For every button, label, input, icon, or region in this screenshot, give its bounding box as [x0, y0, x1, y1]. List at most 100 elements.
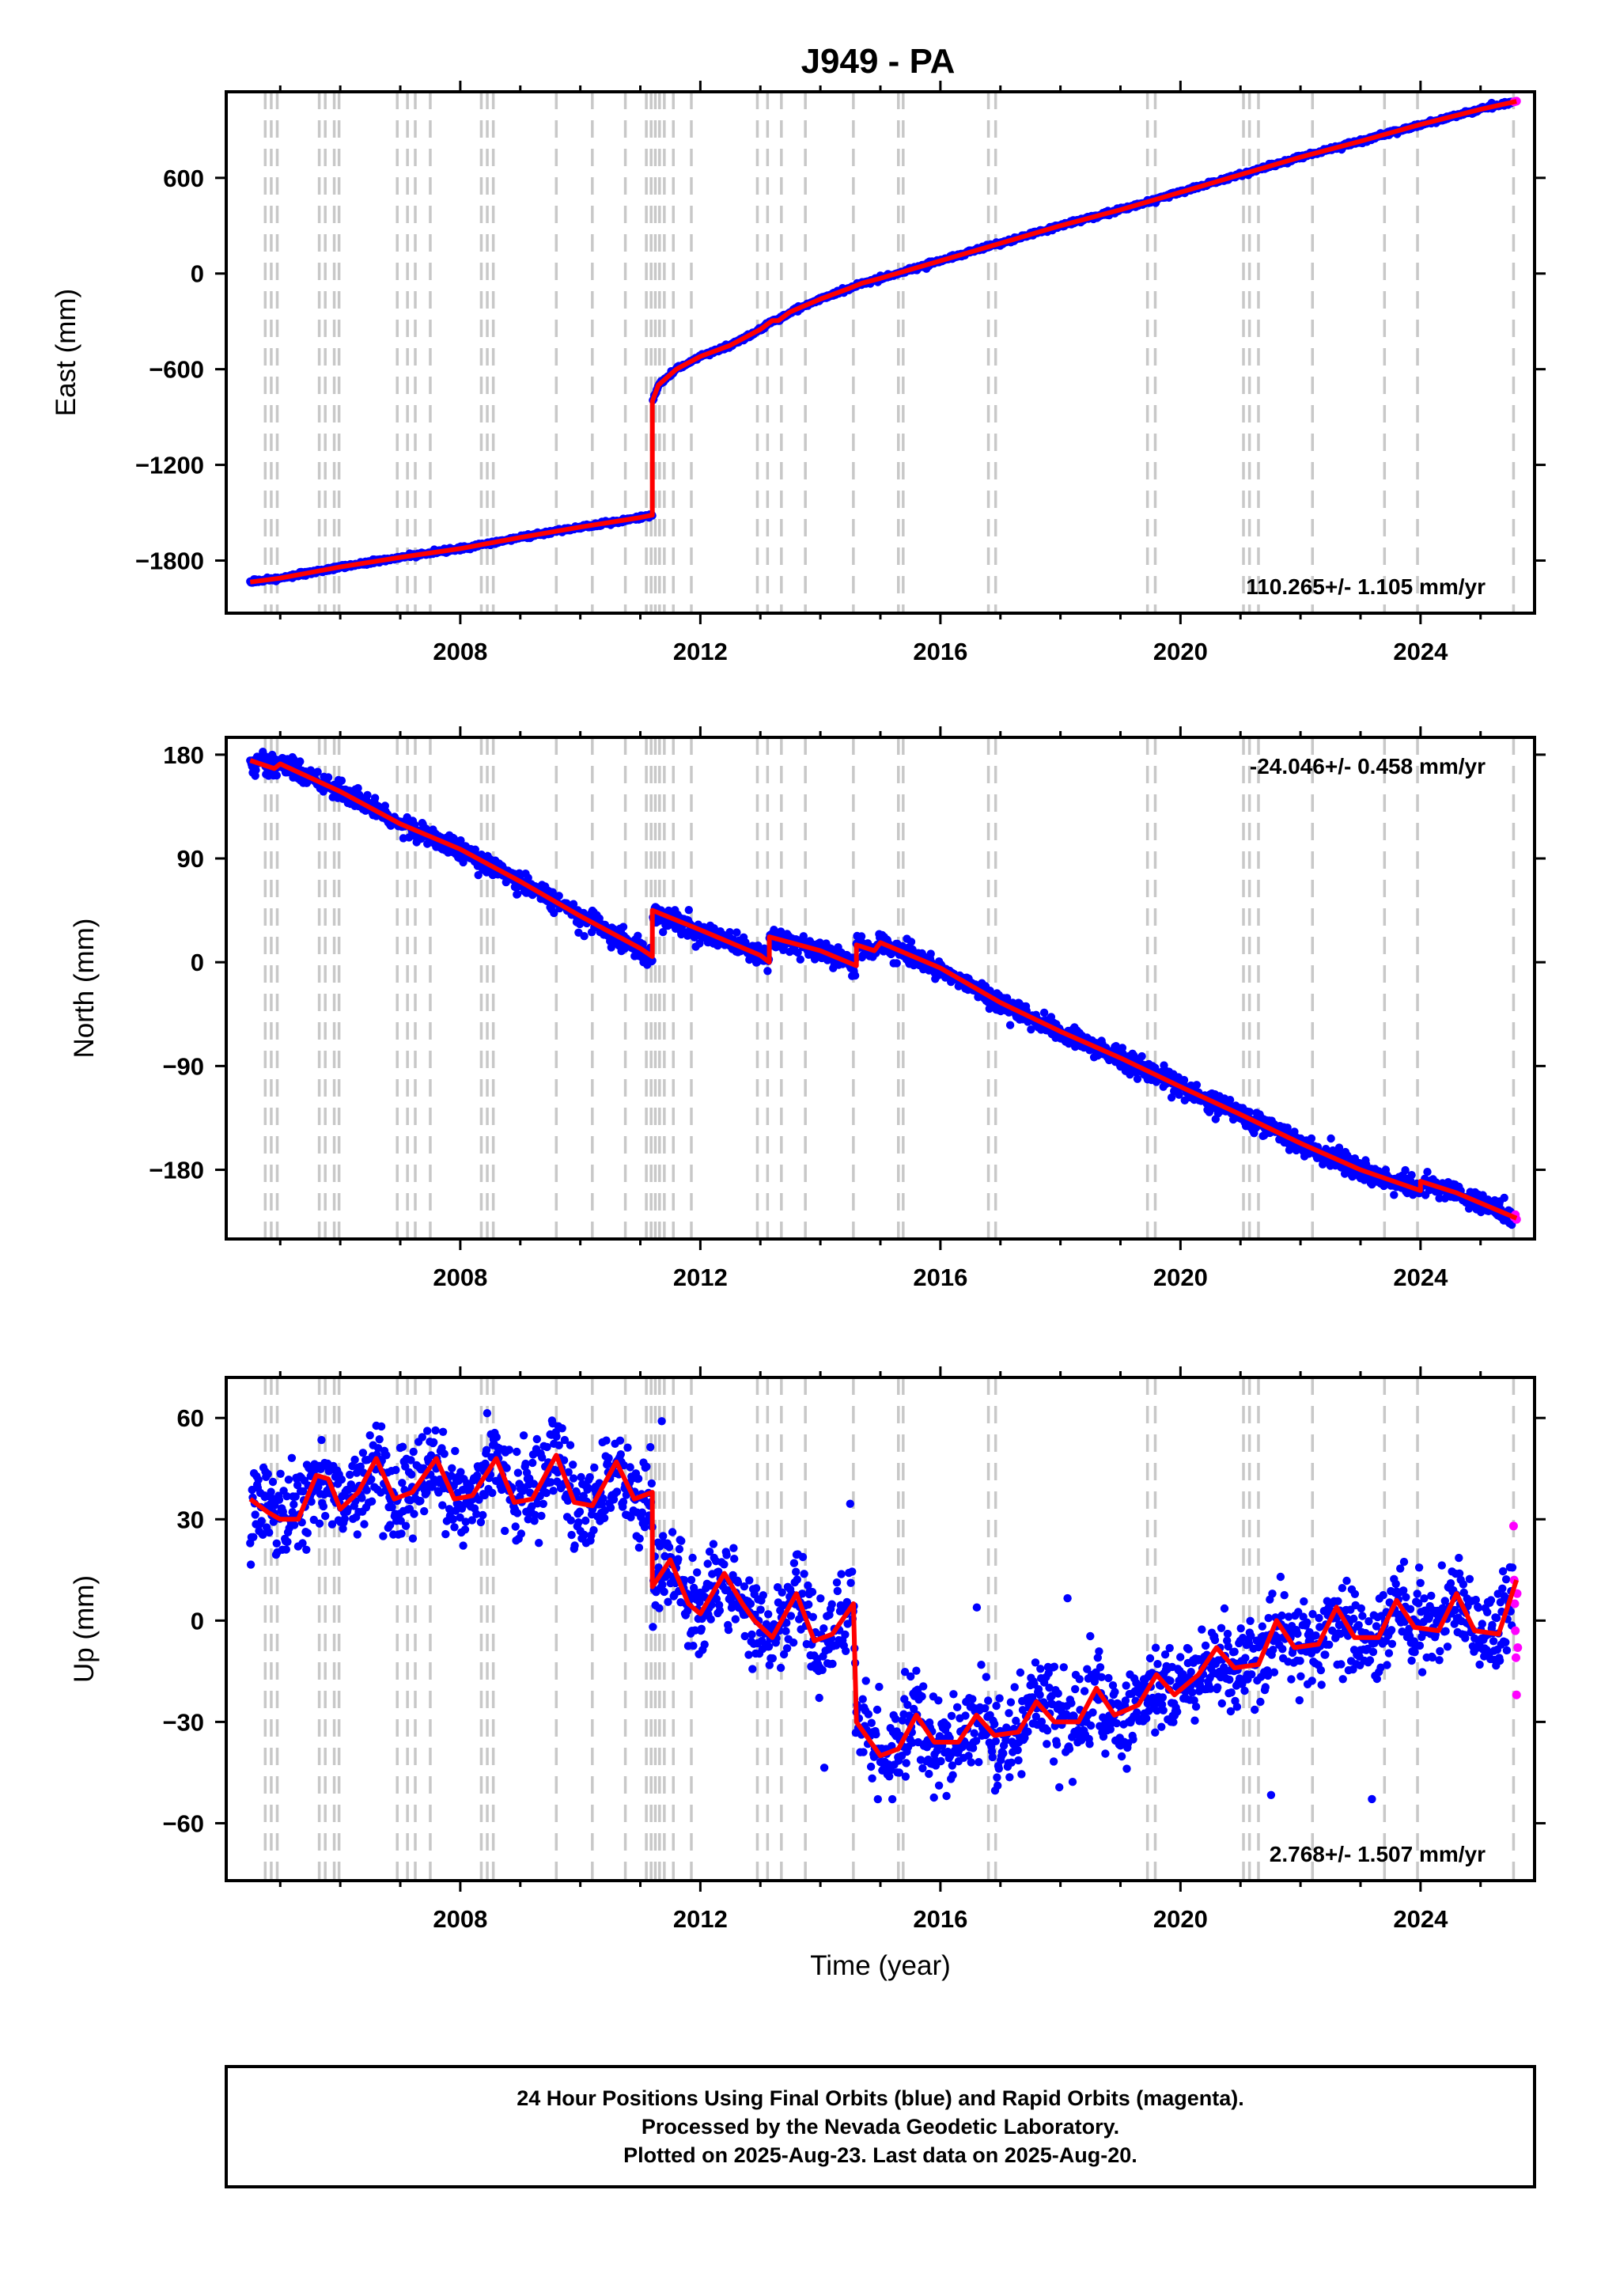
- final-orbit-point: [296, 757, 305, 766]
- final-orbit-point: [521, 1459, 530, 1468]
- final-orbit-point: [409, 1447, 418, 1457]
- final-orbit-point: [272, 1539, 281, 1548]
- final-orbit-point: [664, 1543, 674, 1552]
- final-orbit-point: [246, 1560, 255, 1569]
- final-orbit-point: [635, 1534, 644, 1543]
- final-orbit-point: [687, 1575, 696, 1585]
- final-orbit-point: [447, 1472, 456, 1480]
- final-orbit-point: [475, 1495, 483, 1504]
- final-orbit-point: [584, 1483, 592, 1492]
- final-orbit-point: [607, 943, 615, 952]
- final-orbit-point: [448, 1464, 456, 1473]
- final-orbit-point: [282, 1492, 291, 1501]
- final-orbit-point: [566, 1516, 575, 1525]
- final-orbit-point: [267, 1487, 275, 1496]
- final-orbit-point: [284, 1476, 293, 1484]
- final-orbit-point: [327, 1520, 337, 1529]
- final-orbit-point: [287, 1453, 297, 1463]
- final-orbit-point: [321, 1511, 330, 1521]
- final-orbit-point: [655, 1604, 664, 1612]
- final-orbit-point: [684, 906, 693, 915]
- final-orbit-point: [302, 1545, 311, 1555]
- final-orbit-point: [401, 1521, 411, 1530]
- final-orbit-point: [283, 1537, 292, 1547]
- x-tick-label: 2012: [673, 1264, 728, 1291]
- final-orbit-point: [410, 1510, 418, 1518]
- final-orbit-point: [282, 1545, 290, 1554]
- final-orbit-point: [313, 767, 322, 776]
- final-orbit-point: [480, 1491, 489, 1500]
- final-orbit-point: [461, 1517, 470, 1526]
- final-orbit-point: [519, 1431, 528, 1440]
- final-orbit-point: [254, 1476, 263, 1484]
- final-orbit-point: [604, 1453, 613, 1463]
- final-orbit-point: [276, 1469, 285, 1479]
- final-orbit-point: [340, 1514, 349, 1524]
- final-orbit-point: [626, 1463, 634, 1472]
- final-orbit-point: [422, 1488, 431, 1497]
- y-tick-label: 0: [191, 949, 204, 976]
- final-orbit-point: [606, 1503, 615, 1513]
- final-orbit-point: [793, 948, 802, 957]
- x-tick-label: 2012: [673, 638, 728, 665]
- final-orbit-point: [517, 1529, 526, 1538]
- final-orbit-point: [299, 1487, 308, 1496]
- final-orbit-point: [438, 1501, 447, 1510]
- final-orbit-point: [537, 1511, 546, 1521]
- final-orbit-point: [660, 1587, 668, 1597]
- final-orbit-point: [577, 1472, 585, 1482]
- final-orbit-point: [367, 1475, 376, 1484]
- final-orbit-point: [600, 1514, 609, 1523]
- final-orbit-point: [420, 1506, 429, 1516]
- final-orbit-point: [483, 1409, 492, 1418]
- final-orbit-point: [339, 1525, 347, 1533]
- final-orbit-point: [315, 1519, 324, 1528]
- final-orbit-point: [619, 1498, 628, 1506]
- final-orbit-point: [303, 1529, 312, 1537]
- final-orbit-point: [646, 1442, 655, 1452]
- final-orbit-point: [513, 890, 522, 899]
- final-orbit-point: [590, 1463, 599, 1472]
- rate-annotation: 110.265+/- 1.105 mm/yr: [1246, 574, 1486, 599]
- y-tick-label: −90: [162, 1052, 204, 1080]
- x-tick-label: 2008: [433, 1264, 487, 1291]
- final-orbit-point: [542, 1488, 551, 1498]
- final-orbit-point: [776, 927, 785, 936]
- final-orbit-point: [648, 957, 657, 965]
- final-orbit-point: [445, 1505, 454, 1514]
- y-tick-label: 0: [191, 260, 204, 288]
- final-orbit-point: [634, 931, 642, 941]
- final-orbit-point: [560, 1435, 570, 1445]
- final-orbit-point: [683, 931, 692, 940]
- final-orbit-point: [456, 1513, 464, 1522]
- y-tick-label: −180: [149, 1157, 204, 1184]
- final-orbit-point: [623, 1443, 632, 1452]
- final-orbit-point: [319, 1502, 327, 1511]
- final-orbit-point: [524, 873, 532, 882]
- final-orbit-point: [472, 1471, 482, 1480]
- final-orbit-point: [1005, 1021, 1015, 1029]
- final-orbit-point: [1423, 1168, 1432, 1176]
- final-orbit-point: [688, 1553, 697, 1563]
- final-orbit-point: [307, 1497, 316, 1506]
- final-orbit-point: [634, 1543, 644, 1552]
- final-orbit-point: [488, 1488, 497, 1498]
- final-orbit-point: [668, 1528, 677, 1536]
- final-orbit-point: [373, 1444, 383, 1453]
- final-orbit-point: [581, 1516, 590, 1525]
- final-orbit-point: [1175, 1090, 1183, 1099]
- final-orbit-point: [626, 1513, 635, 1522]
- final-orbit-point: [392, 1465, 400, 1475]
- final-orbit-point: [558, 1424, 566, 1433]
- final-orbit-point: [388, 1502, 396, 1512]
- final-orbit-point: [298, 1539, 307, 1548]
- final-orbit-point: [524, 1515, 532, 1524]
- final-orbit-point: [763, 967, 772, 976]
- final-orbit-point: [1179, 1075, 1189, 1085]
- final-orbit-point: [1435, 1194, 1444, 1203]
- y-tick-label: 600: [163, 165, 204, 192]
- final-orbit-point: [538, 1453, 547, 1462]
- final-orbit-point: [416, 1496, 425, 1506]
- final-orbit-point: [559, 1456, 569, 1464]
- final-orbit-point: [460, 1525, 470, 1534]
